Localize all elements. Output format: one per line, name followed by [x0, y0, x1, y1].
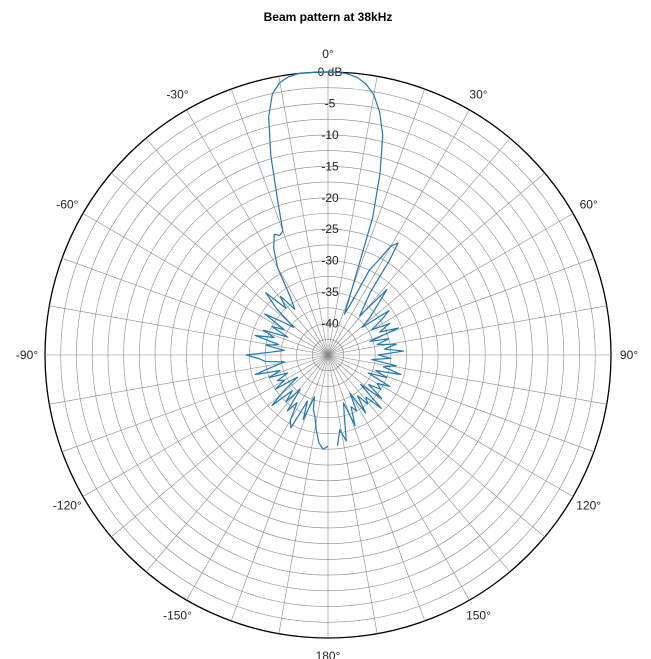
series-line	[245, 71, 404, 450]
grid-spoke	[327, 76, 378, 356]
grid-spoke	[327, 354, 378, 634]
angle-tick-label: 60°	[580, 198, 598, 212]
angle-tick-label: -120°	[53, 499, 82, 513]
grid-spoke	[278, 76, 329, 356]
grid-spoke	[111, 354, 329, 538]
grid-spoke	[327, 257, 595, 356]
grid-spoke	[327, 213, 574, 356]
grid-spoke	[327, 305, 607, 356]
grid-spoke	[82, 213, 329, 356]
radial-tick-label: -30	[321, 254, 339, 268]
grid-spoke	[61, 257, 329, 356]
grid-spoke	[327, 354, 426, 622]
radial-tick-label: -25	[321, 222, 339, 236]
grid-spoke	[327, 88, 426, 356]
angle-tick-label: 90°	[620, 348, 638, 362]
angle-tick-labels: 0° 30° 60° 90° 120° 150° 180° -150° -120° -90° -60…	[16, 47, 638, 659]
radial-tick-label: -40	[321, 317, 339, 331]
radial-tick-labels: 0 dB-5-10-15-20-25-30-35-40	[318, 65, 343, 331]
angle-tick-label: 0°	[322, 47, 334, 61]
angle-tick-label: 180°	[316, 649, 341, 659]
grid-spoke	[230, 88, 329, 356]
radial-tick-label: -15	[321, 159, 339, 173]
grid-spoke	[82, 354, 329, 497]
chart-title: Beam pattern at 38kHz	[264, 10, 393, 24]
angle-tick-label: 120°	[576, 499, 601, 513]
angle-tick-label: -60°	[56, 198, 78, 212]
grid-spoke	[327, 138, 511, 356]
angle-tick-label: -30°	[166, 87, 188, 101]
angle-tick-label: -90°	[16, 348, 38, 362]
grid-spoke	[327, 354, 595, 453]
angle-tick-label: 150°	[466, 609, 491, 623]
grid-spoke	[61, 354, 329, 453]
grid-spoke	[49, 354, 329, 405]
grid-spoke	[327, 109, 470, 356]
radial-tick-label: -20	[321, 191, 339, 205]
grid-spoke	[49, 305, 329, 356]
grid-spoke	[186, 109, 329, 356]
grid-spoke	[186, 354, 329, 601]
grid-spoke	[327, 354, 574, 497]
grid-spoke	[327, 354, 511, 572]
radial-tick-label: -10	[321, 128, 339, 142]
grid-spoke	[327, 354, 607, 405]
grid-spoke	[278, 354, 329, 634]
radial-tick-label: -35	[321, 285, 339, 299]
radial-tick-label: -5	[325, 96, 336, 110]
series-layer	[245, 71, 404, 450]
grid-spoke	[145, 138, 329, 356]
angle-tick-label: -150°	[163, 609, 192, 623]
grid-spoke	[327, 354, 545, 538]
angle-tick-label: 30°	[469, 87, 487, 101]
grid-spokes	[45, 72, 611, 638]
grid-spoke	[230, 354, 329, 622]
